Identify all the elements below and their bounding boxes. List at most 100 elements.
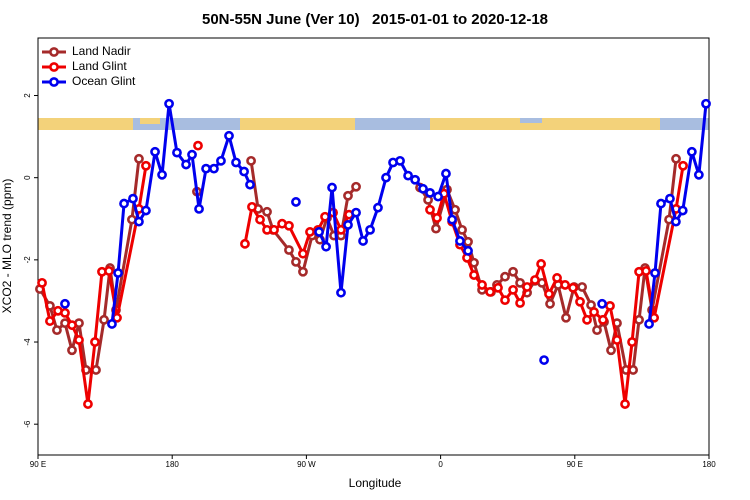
point (425, 187, 435, 198)
point (644, 319, 654, 329)
point (327, 182, 337, 193)
point (194, 204, 204, 214)
point (141, 205, 151, 216)
point (107, 319, 117, 329)
point (433, 191, 443, 202)
point (432, 213, 442, 223)
point (245, 179, 255, 190)
point (90, 337, 100, 347)
point (508, 266, 518, 277)
x-tick-label: 90 E (567, 460, 583, 469)
x-axis-label: Longitude (349, 476, 402, 490)
point (216, 155, 226, 166)
chart-title: 50N-55N June (Ver 10) 2015-01-01 to 2020… (202, 11, 548, 28)
point (515, 277, 525, 288)
point (641, 266, 651, 276)
point (597, 298, 607, 309)
series-line (418, 158, 678, 372)
legend-label: Ocean Glint (72, 74, 136, 88)
point (620, 399, 630, 409)
point (262, 206, 272, 217)
point (539, 355, 549, 365)
x-tick-label: 90 W (297, 460, 316, 469)
point (381, 172, 391, 183)
point (477, 280, 487, 290)
point (128, 193, 138, 204)
point (164, 98, 174, 109)
point (104, 266, 114, 276)
point (181, 159, 191, 170)
point (298, 248, 308, 259)
y-tick-label: -6 (23, 420, 32, 428)
point (508, 284, 518, 295)
point (552, 273, 562, 283)
point (284, 220, 294, 231)
point (598, 314, 608, 325)
point (671, 153, 681, 164)
x-tick-label: 0 (438, 460, 443, 469)
point (119, 198, 129, 209)
point (134, 153, 144, 164)
point (291, 197, 301, 207)
y-tick-label: 0 (23, 175, 32, 180)
point (500, 271, 510, 282)
point (670, 216, 681, 227)
series-line (38, 158, 141, 372)
point (336, 287, 346, 298)
point (656, 198, 666, 209)
point (665, 193, 675, 204)
point (431, 223, 441, 234)
point (246, 155, 256, 166)
point (343, 190, 353, 201)
point (193, 140, 203, 151)
point (693, 169, 704, 180)
y-axis-label: XCO2 - MLO trend (ppm) (0, 179, 14, 314)
point (605, 300, 615, 311)
point (157, 169, 167, 180)
point (677, 205, 688, 216)
point (37, 277, 47, 288)
point (650, 268, 660, 278)
land-sea-band (38, 118, 709, 130)
point (358, 236, 368, 246)
point (60, 307, 70, 318)
point (403, 170, 413, 181)
point (74, 335, 84, 345)
point (536, 259, 547, 269)
legend-marker (49, 62, 59, 72)
point (577, 282, 588, 292)
point (141, 160, 151, 171)
point (209, 163, 219, 174)
legend-label: Land Glint (72, 59, 127, 73)
point (291, 257, 301, 267)
point (113, 268, 123, 278)
point (612, 335, 622, 345)
point (530, 275, 540, 285)
legend-label: Land Nadir (72, 44, 131, 58)
y-tick-label: -2 (23, 256, 32, 264)
point (678, 160, 688, 171)
point (269, 224, 279, 235)
point (395, 155, 405, 166)
point (99, 314, 109, 325)
point (83, 399, 93, 409)
point (425, 204, 435, 215)
x-tick-label: 180 (166, 460, 180, 469)
point (455, 236, 465, 246)
point (336, 224, 346, 235)
point (60, 298, 70, 309)
legend-marker (49, 77, 59, 87)
point (172, 147, 182, 158)
point (410, 174, 421, 185)
point (45, 316, 55, 326)
point (351, 207, 361, 218)
point (634, 314, 644, 325)
point (627, 337, 637, 347)
legend-marker (49, 47, 59, 57)
point (606, 345, 616, 356)
x-tick-label: 180 (702, 460, 716, 469)
y-tick-label: 2 (23, 93, 32, 98)
point (224, 130, 234, 141)
point (493, 282, 503, 293)
